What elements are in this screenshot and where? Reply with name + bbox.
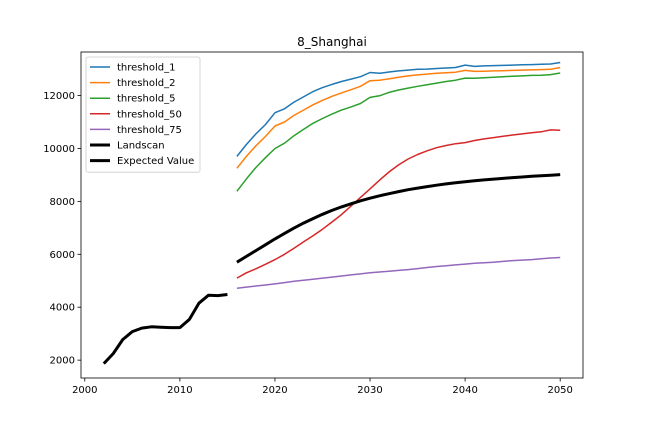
legend-label: threshold_50 [117,109,182,120]
y-tick-label: 8000 [50,197,75,208]
series-line-threshold-75 [236,256,561,289]
series-line-threshold-50 [236,129,561,279]
y-tick-label: 12000 [43,91,75,102]
legend-label: threshold_2 [117,78,175,89]
legend: threshold_1 threshold_2 threshold_5thresho… [85,56,201,173]
plot-lines [102,61,561,365]
x-tick-label: 2040 [452,385,477,396]
legend-label: Landscan [117,141,165,152]
x-tick-label: 2030 [357,385,382,396]
legend-label: Expected Value [117,156,194,167]
series-line-expected-value [236,173,561,264]
chart-title: 8_Shanghai [297,35,367,49]
x-tick-label: 2050 [547,385,572,396]
y-tick-label: 10000 [43,144,75,155]
series-line-threshold-1 [236,61,561,157]
y-tick-label: 6000 [50,250,75,261]
x-tick-label: 2000 [72,385,97,396]
series-line-threshold-2 [236,66,561,169]
series-line-landscan [102,293,228,365]
legend-label: threshold_5 [117,94,175,105]
x-tick-label: 2020 [262,385,287,396]
legend-box [85,56,201,173]
y-tick-label: 4000 [50,303,75,314]
y-axis: 2000 4000 6000 8000 10000 12000 [43,91,81,367]
x-axis: 2000 2010 2020 2030 2040 2050 [72,378,573,396]
y-tick-label: 2000 [50,356,75,367]
plot-frame [80,51,584,379]
legend-label: threshold_75 [117,125,182,136]
series-line-threshold-5 [236,72,561,192]
x-tick-label: 2010 [167,385,192,396]
legend-label: threshold_1 [117,63,175,74]
